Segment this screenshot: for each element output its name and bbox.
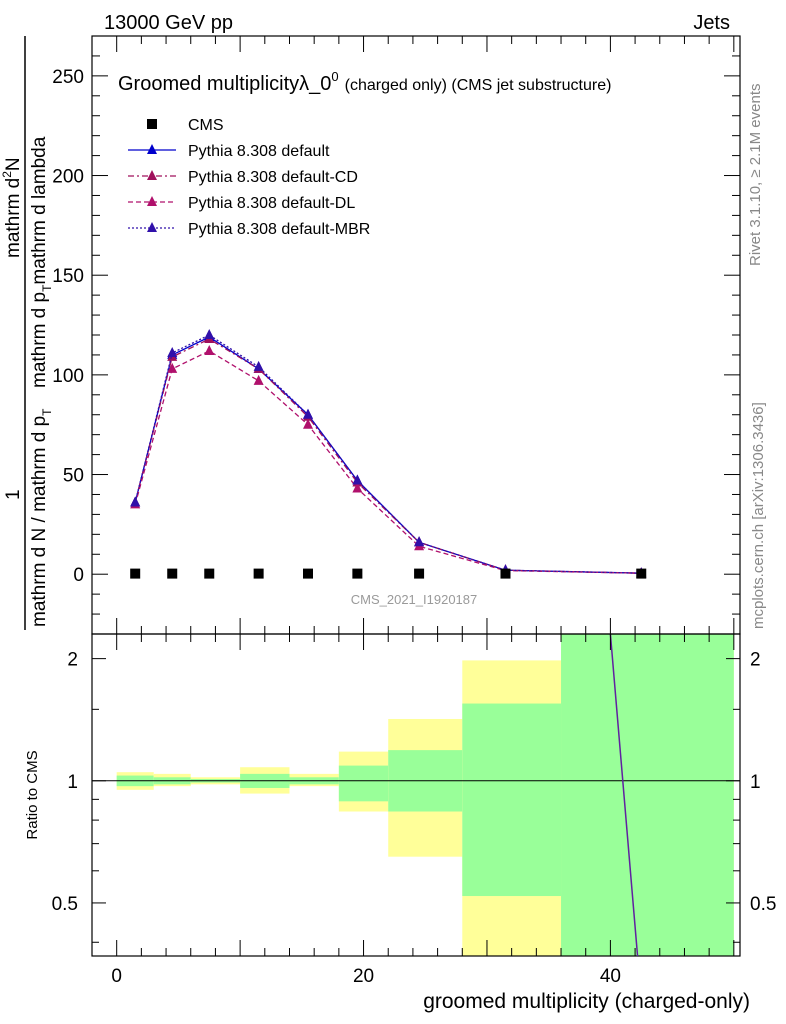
series-marker xyxy=(352,474,363,485)
ratio-ytick-label: 1 xyxy=(67,772,78,793)
data-point xyxy=(500,568,511,579)
series-line-3 xyxy=(134,334,642,574)
ylabel-num-sup: 2 xyxy=(0,171,14,178)
data-point xyxy=(352,568,363,579)
legend-label: CMS xyxy=(188,117,224,134)
ylabel-numerator: 1 xyxy=(3,489,24,500)
analysis-label: CMS_2021_I1920187 xyxy=(351,592,478,607)
legend-label: Pythia 8.308 default-MBR xyxy=(188,221,370,238)
ylabel-den2-sub: T xyxy=(40,408,54,416)
header-left: 13000 GeV pp xyxy=(104,12,233,34)
ylabel-numerator-rotated: mathrm d2N xyxy=(0,157,24,258)
ytick-label: 100 xyxy=(52,366,84,387)
ratio-green-band xyxy=(561,634,734,956)
xtick-label: 0 xyxy=(111,966,122,987)
data-point xyxy=(636,568,647,579)
legend-marker xyxy=(147,222,157,232)
legend-label: Pythia 8.308 default-DL xyxy=(188,195,355,212)
mcplots-label: mcplots.cern.ch [arXiv:1306.3436] xyxy=(750,402,767,629)
series-marker xyxy=(303,408,313,419)
data-point xyxy=(303,568,313,579)
title-sup: 0 xyxy=(331,69,338,84)
ytick-label: 0 xyxy=(73,565,84,586)
series-line-1 xyxy=(134,338,642,574)
series-marker xyxy=(253,360,264,371)
ratio-ytick-label: 2 xyxy=(67,650,78,671)
ytick-label: 250 xyxy=(52,67,84,88)
ratio-green-band xyxy=(338,765,389,802)
title-suffix: (charged only) (CMS jet substructure) xyxy=(345,77,612,94)
legend-marker xyxy=(147,144,157,154)
ylabel-den-b: mathrm d lambda xyxy=(29,136,50,284)
chart-title: Groomed multiplicityλ_00 (charged only) (… xyxy=(118,69,611,95)
data-point xyxy=(130,568,141,579)
ytick-label: 150 xyxy=(52,266,84,287)
ratio-ytick-label: 0.5 xyxy=(52,894,78,915)
series-marker xyxy=(167,346,178,357)
rivet-label: Rivet 3.1.10, ≥ 2.1M events xyxy=(747,84,764,267)
legend: CMS Pythia 8.308 default Pythia 8.308 defa… xyxy=(128,117,370,238)
series-marker xyxy=(352,482,363,493)
series-marker xyxy=(167,362,178,373)
xtick-label: 40 xyxy=(600,966,621,987)
xlabel: groomed multiplicity (charged-only) xyxy=(423,990,750,1013)
ylabel-num-b: N xyxy=(3,157,24,171)
ratio-bands xyxy=(116,634,734,956)
ratio-ylabel: Ratio to CMS xyxy=(24,750,41,839)
ratio-ytick-label: 2 xyxy=(750,650,761,671)
ylabel-den-a: mathrm d p xyxy=(29,292,50,388)
series-marker xyxy=(303,418,313,429)
ylabel-den2-a: mathrm d N / mathrm d p xyxy=(29,416,50,627)
xtick-label: 20 xyxy=(353,966,374,987)
legend-marker xyxy=(147,170,157,180)
legend-marker xyxy=(147,196,157,206)
ylabel-num-a: mathrm d xyxy=(3,178,24,258)
ratio-green-band xyxy=(462,703,562,897)
data-point xyxy=(414,568,425,579)
data-point xyxy=(167,568,178,579)
ratio-ytick-label: 1 xyxy=(750,772,761,793)
main-ylabel: 1 mathrm d2N mathrm d pTmathrm d lambda … xyxy=(0,36,54,630)
header-right: Jets xyxy=(693,12,730,34)
legend-label: Pythia 8.308 default-CD xyxy=(188,169,358,186)
series-marker xyxy=(414,536,425,547)
ylabel-denominator: mathrm d N / mathrm d pT xyxy=(29,408,54,627)
ratio-ytick-label: 0.5 xyxy=(750,894,776,915)
main-axes: 0 50 100 150 200 250 xyxy=(52,35,741,635)
series-marker xyxy=(253,374,264,385)
series-marker xyxy=(204,344,215,355)
ytick-label: 200 xyxy=(52,167,84,188)
series-lines xyxy=(130,329,647,578)
legend-label: Pythia 8.308 default xyxy=(188,143,330,160)
ylabel-denom-rotated: mathrm d pTmathrm d lambda xyxy=(29,136,54,388)
data-markers xyxy=(130,568,647,579)
title-main: Groomed multiplicityλ_0 xyxy=(118,73,331,95)
series-marker xyxy=(130,496,141,507)
data-point xyxy=(204,568,215,579)
ratio-model-line xyxy=(609,633,639,957)
ytick-label: 50 xyxy=(63,466,84,487)
series-line-0 xyxy=(134,336,642,574)
legend-marker-cms xyxy=(147,119,157,129)
series-line-2 xyxy=(134,350,642,574)
data-point xyxy=(253,568,264,579)
series-marker xyxy=(204,329,215,339)
ylabel-den-sub: T xyxy=(40,284,54,292)
